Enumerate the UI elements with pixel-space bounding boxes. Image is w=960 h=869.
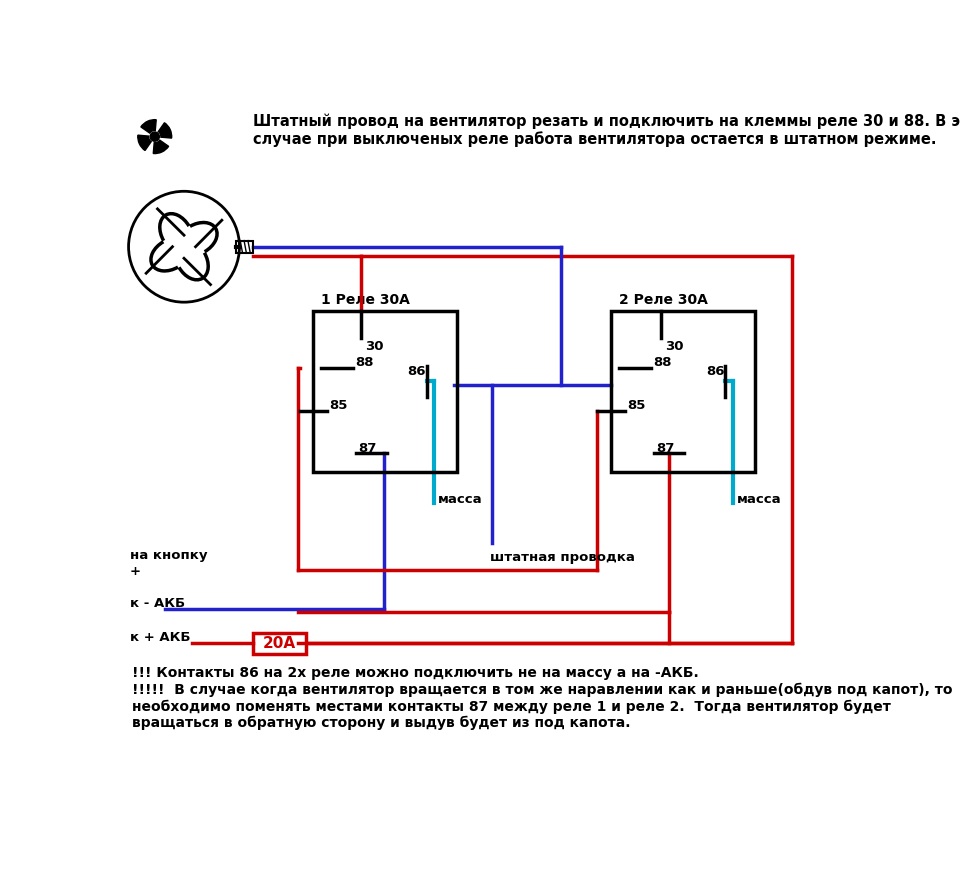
Text: 88: 88 [653, 356, 671, 369]
Bar [313, 310, 457, 473]
Bar [236, 241, 253, 253]
Bar [612, 310, 756, 473]
Text: масса: масса [438, 493, 483, 506]
Wedge shape [141, 120, 156, 133]
Text: +: + [131, 565, 141, 578]
Text: 2 Реле 30А: 2 Реле 30А [619, 293, 708, 307]
Text: 87: 87 [656, 441, 674, 454]
Text: 87: 87 [358, 441, 376, 454]
Text: 30: 30 [665, 340, 684, 353]
Text: 86: 86 [407, 365, 426, 378]
Circle shape [150, 132, 159, 142]
Text: 85: 85 [627, 399, 645, 412]
Text: на кнопку: на кнопку [131, 549, 207, 562]
Text: 85: 85 [328, 399, 348, 412]
Text: к + АКБ: к + АКБ [131, 632, 191, 645]
Text: !!! Контакты 86 на 2х реле можно подключить не на массу а на -АКБ.
!!!!!  В случ: !!! Контакты 86 на 2х реле можно подключ… [132, 667, 952, 730]
Bar [253, 633, 305, 654]
Text: к - АКБ: к - АКБ [131, 597, 185, 610]
Text: 1 Реле 30А: 1 Реле 30А [321, 293, 410, 307]
Text: 20А: 20А [263, 636, 296, 651]
Wedge shape [158, 123, 172, 138]
Text: 88: 88 [355, 356, 373, 369]
Wedge shape [154, 140, 169, 154]
Text: штатная проводка: штатная проводка [491, 551, 636, 564]
Text: Штатный провод на вентилятор резать и подключить на клеммы реле 30 и 88. В этом
: Штатный провод на вентилятор резать и по… [253, 114, 960, 148]
Text: масса: масса [737, 493, 781, 506]
Text: 30: 30 [365, 340, 383, 353]
Wedge shape [138, 136, 152, 150]
Text: 86: 86 [706, 365, 725, 378]
